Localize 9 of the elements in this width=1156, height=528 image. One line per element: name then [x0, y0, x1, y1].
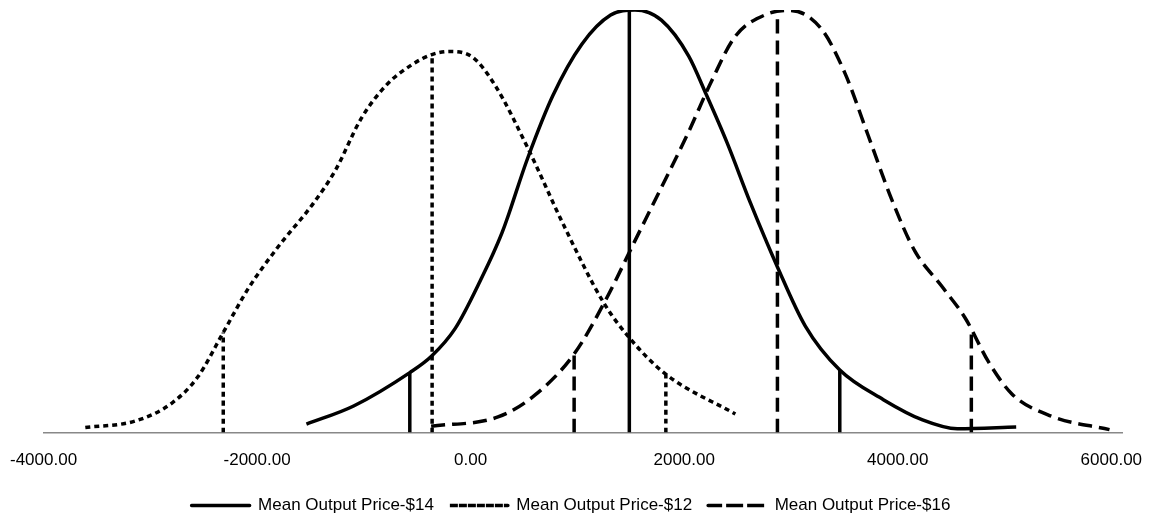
x-tick-label: -4000.00	[9, 450, 78, 470]
x-tick-label: 4000.00	[867, 450, 929, 470]
legend-label: Mean Output Price-$16	[774, 495, 951, 515]
x-tick-label: 0.00	[454, 450, 488, 470]
legend-label: Mean Output Price-$14	[258, 495, 434, 515]
legend-label: Mean Output Price-$12	[516, 495, 693, 515]
x-tick-label: -2000.00	[223, 450, 291, 470]
x-tick-label: 2000.00	[653, 450, 715, 470]
x-tick-label: 6000.00	[1080, 450, 1143, 470]
